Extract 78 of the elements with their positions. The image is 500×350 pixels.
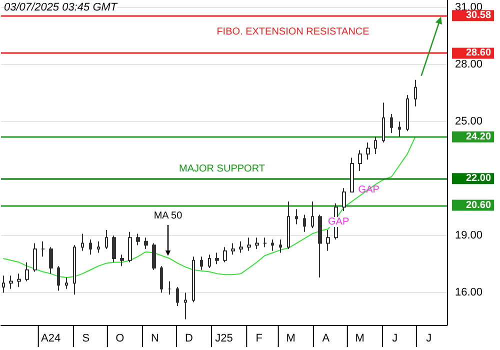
candlestick <box>136 233 140 246</box>
candlestick <box>144 237 148 250</box>
candlestick <box>374 136 377 154</box>
candlestick <box>112 235 116 263</box>
ref-line-label: 28.60 <box>466 48 492 59</box>
annotation: MAJOR SUPPORT <box>179 164 265 174</box>
candlestick <box>326 229 330 252</box>
candlestick <box>73 244 76 296</box>
x-tick-label: D <box>184 332 193 344</box>
candlestick <box>152 242 156 270</box>
candlestick <box>366 142 370 160</box>
candlestick <box>287 200 290 250</box>
candlestick <box>223 246 227 263</box>
candlestick <box>49 246 53 274</box>
candlestick <box>89 238 92 256</box>
line-series <box>2 136 416 278</box>
candlestick <box>390 114 393 134</box>
candlestick <box>25 262 29 282</box>
candlestick <box>57 266 60 292</box>
candlestick <box>414 79 417 107</box>
candlestick <box>382 102 385 144</box>
candlestick <box>271 238 274 252</box>
candlestick <box>105 229 108 250</box>
x-tick-label: A <box>322 332 330 344</box>
candlestick <box>231 242 235 256</box>
candlestick <box>192 256 195 303</box>
candlestick <box>295 208 298 225</box>
candlestick <box>247 237 251 252</box>
candlestick <box>358 150 362 172</box>
candlestick <box>17 273 21 288</box>
candlestick <box>311 200 314 229</box>
x-tick-label: A24 <box>41 332 61 344</box>
x-tick-label: J <box>426 332 432 344</box>
candlestick <box>318 214 322 278</box>
candlestick <box>168 280 171 296</box>
x-tick-label: O <box>116 332 125 344</box>
candlestick <box>208 254 211 268</box>
candlestick <box>128 231 132 263</box>
candlestick <box>33 242 37 272</box>
candlestick <box>303 214 306 232</box>
candlestick <box>81 233 84 252</box>
candlestick <box>350 157 354 192</box>
candlestick <box>239 240 243 254</box>
ref-line-label: 22.00 <box>466 173 492 184</box>
ref-line-label: 24.20 <box>466 131 492 142</box>
x-tick-label: J <box>392 332 398 344</box>
y-tick-label: 25.00 <box>455 116 483 128</box>
y-tick-label: 16.00 <box>455 286 483 299</box>
ref-line-label: 20.60 <box>466 200 492 211</box>
candlestick <box>41 240 45 258</box>
candlestick <box>2 275 5 294</box>
x-tick-label: J25 <box>215 332 233 344</box>
candlestick <box>342 188 346 212</box>
candlestick <box>120 254 124 267</box>
y-tick-label: 28.00 <box>455 58 483 71</box>
candlestick <box>97 240 100 254</box>
candlestick <box>184 292 187 320</box>
candlestick <box>9 275 13 290</box>
candlestick <box>398 121 401 138</box>
annotation: GAP <box>328 216 350 228</box>
annotation: FIBO. EXTENSION RESISTANCE <box>216 26 370 38</box>
x-tick-label: M <box>355 332 364 344</box>
annotation: MA 50 <box>154 210 183 222</box>
candlestick <box>65 276 68 290</box>
candlestick <box>215 252 219 265</box>
x-tick-label: F <box>256 332 263 344</box>
candlestick <box>406 94 409 132</box>
annotation: 03/07/2025 03:45 GMT <box>4 2 118 14</box>
candlestick <box>176 286 179 306</box>
x-tick-label: N <box>150 332 159 344</box>
candlestick <box>160 266 163 294</box>
x-tick-label: M <box>286 332 296 344</box>
candlestick <box>200 256 203 270</box>
candlestick <box>255 237 259 250</box>
candlestick <box>263 237 267 248</box>
candlestick <box>279 238 282 254</box>
x-tick-label: S <box>82 332 90 344</box>
y-tick-label: 19.00 <box>455 230 483 242</box>
